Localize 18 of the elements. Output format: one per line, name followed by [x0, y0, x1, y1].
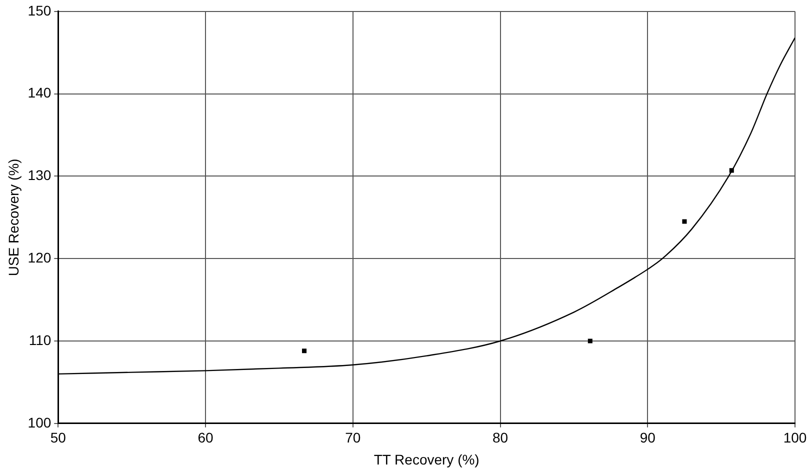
- point: [682, 219, 687, 224]
- x-tick-label: 70: [345, 430, 361, 446]
- y-tick-label: 120: [28, 249, 52, 266]
- y-tick-label: 110: [28, 332, 52, 348]
- x-tick-label: 100: [783, 430, 807, 446]
- y-axis-title: USE Recovery (%): [5, 158, 22, 276]
- x-axis-title: TT Recovery (%): [374, 451, 480, 468]
- point: [729, 168, 734, 173]
- y-tick-label: 100: [28, 414, 52, 430]
- point: [588, 338, 592, 344]
- x-tick-label: 50: [50, 430, 66, 446]
- x-tick-label: 60: [198, 430, 214, 446]
- point: [302, 348, 307, 354]
- x-tick-label: 90: [640, 430, 656, 446]
- y-tick-label: 140: [28, 84, 52, 101]
- y-tick-label: 150: [28, 2, 52, 18]
- y-tick-label: 130: [28, 167, 52, 184]
- x-tick-label: 80: [492, 430, 508, 446]
